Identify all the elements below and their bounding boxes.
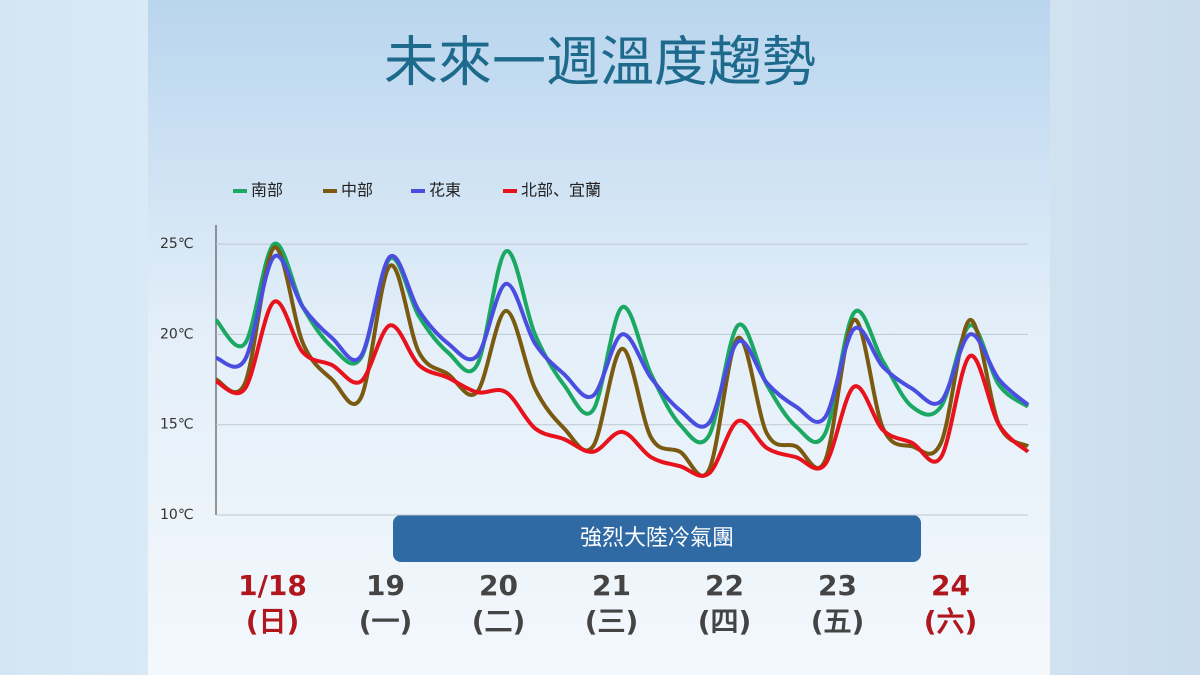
chart-title: 未來一週溫度趨勢 (384, 31, 816, 94)
y-tick-label: 15℃ (160, 417, 194, 433)
x-tick-sublabel: (三) (585, 605, 639, 638)
x-tick-label: 24 (931, 569, 970, 602)
x-tick-label: 19 (366, 569, 405, 602)
x-tick-label: 22 (705, 569, 744, 602)
x-tick-sublabel: (四) (698, 605, 752, 638)
series-line (215, 253, 1030, 429)
x-tick-label: 1/18 (238, 569, 307, 602)
x-tick-sublabel: (五) (811, 605, 865, 638)
legend-label: 中部 (341, 181, 373, 200)
x-tick-sublabel: (一) (359, 605, 413, 638)
series-line (215, 299, 1030, 478)
annotation: 強烈大陸冷氣團 (580, 526, 734, 551)
annotation-banner (393, 515, 921, 562)
x-tick-label: 21 (592, 569, 631, 602)
y-tick-label: 20℃ (160, 326, 194, 342)
x-tick-label: 23 (818, 569, 857, 602)
panel (148, 0, 1050, 675)
x-tick-sublabel: (六) (924, 605, 978, 638)
x-tick-sublabel: (日) (246, 605, 300, 638)
x-tick-sublabel: (二) (472, 605, 526, 638)
y-tick-label: 10℃ (160, 507, 194, 523)
legend-label: 北部、宜蘭 (521, 181, 601, 200)
legend-label: 南部 (251, 181, 283, 200)
legend-label: 花東 (429, 181, 461, 200)
series-line (214, 241, 1030, 445)
y-tick-label: 25℃ (160, 236, 194, 252)
x-tick-label: 20 (479, 569, 518, 602)
